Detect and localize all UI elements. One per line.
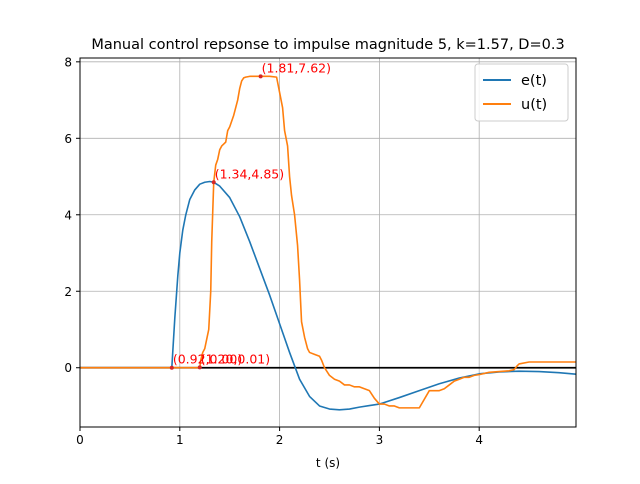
legend-label: e(t)	[521, 73, 547, 89]
tick-labels: 0 1 2 3 4 0 2 4 6 8	[64, 55, 483, 447]
x-tick-label: 0	[76, 433, 84, 447]
legend-label: u(t)	[521, 97, 547, 113]
x-tick-label: 4	[475, 433, 483, 447]
axes	[79, 57, 577, 428]
y-tick-label: 0	[64, 361, 72, 375]
annotation-marker	[211, 180, 216, 185]
x-tick-label: 3	[376, 433, 384, 447]
x-tick-label: 1	[176, 433, 184, 447]
legend-box	[474, 63, 569, 122]
annotation-labels: (0.92,0.00)(1.20,0.01) (1.34,4.85) (1.81,7…	[173, 60, 331, 366]
y-tick-label: 6	[64, 132, 72, 146]
y-tick-label: 2	[64, 285, 72, 299]
axes-frame	[79, 57, 577, 428]
annotation-marker	[197, 365, 202, 370]
annotation-label: (1.34,4.85)	[215, 166, 284, 181]
series-line-e	[80, 180, 577, 411]
annotation-label: (0.92,0.00)	[173, 352, 242, 367]
chart-title: Manual control repsonse to impulse magni…	[91, 37, 564, 53]
series-line-u	[80, 75, 576, 409]
series-layer	[80, 75, 577, 411]
legend: e(t) u(t)	[474, 63, 569, 122]
annotation-label: (1.81,7.62)	[262, 60, 331, 75]
y-tick-label: 8	[64, 55, 72, 69]
annotation-marker	[258, 74, 263, 79]
x-tick-label: 2	[276, 433, 284, 447]
y-tick-label: 4	[64, 208, 72, 222]
annotation-label: (1.20,0.01)	[201, 351, 270, 366]
annotation-markers	[169, 74, 263, 370]
x-axis-label: t (s)	[316, 456, 340, 470]
annotation-marker	[169, 365, 174, 370]
